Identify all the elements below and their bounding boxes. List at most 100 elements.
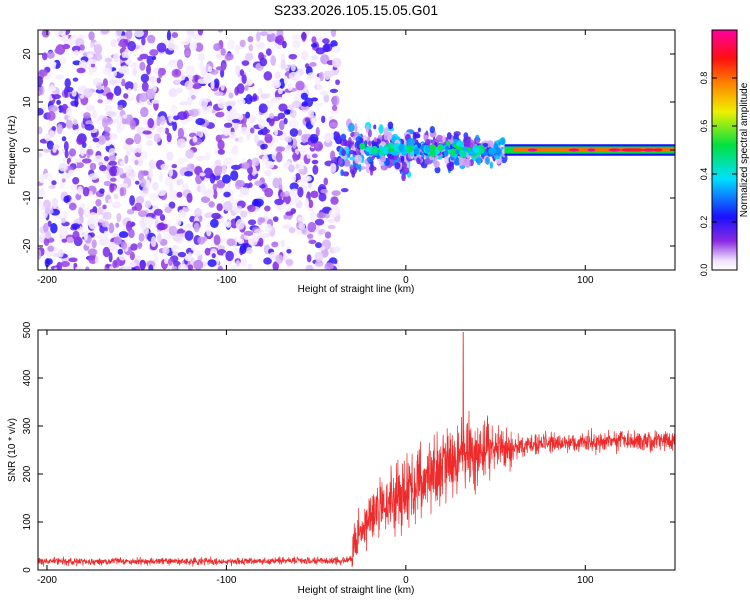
spectral-blob bbox=[85, 120, 94, 126]
spectral-blob bbox=[264, 133, 273, 144]
spectral-blob bbox=[308, 239, 317, 245]
spectral-blob bbox=[192, 135, 198, 143]
spectral-blob bbox=[263, 71, 273, 81]
spectral-blob bbox=[204, 247, 211, 256]
spectral-blob bbox=[259, 57, 268, 67]
spectral-blob bbox=[74, 96, 79, 108]
spectral-blob bbox=[117, 122, 125, 131]
spectral-blob bbox=[89, 162, 97, 171]
spectral-blob bbox=[272, 177, 280, 189]
spectral-blob bbox=[38, 152, 43, 158]
spectral-blob bbox=[446, 132, 452, 140]
carrier-peak bbox=[527, 148, 538, 152]
spectral-blob bbox=[288, 227, 296, 234]
spectral-blob bbox=[298, 216, 305, 222]
spectral-blob bbox=[236, 98, 246, 105]
spectral-blob bbox=[415, 133, 421, 139]
spectral-blob bbox=[88, 31, 95, 41]
spectral-blob bbox=[306, 72, 317, 80]
spectral-blob bbox=[264, 160, 275, 170]
spectral-blob bbox=[102, 78, 108, 88]
carrier-peak bbox=[610, 148, 617, 152]
spectral-blob bbox=[298, 168, 305, 175]
spectrogram-ylabel: Frequency (Hz) bbox=[7, 116, 18, 185]
spectral-blob bbox=[239, 39, 246, 48]
spectral-blob bbox=[210, 79, 215, 90]
spectral-blob bbox=[288, 53, 298, 60]
spectral-blob bbox=[341, 149, 346, 157]
spectral-blob bbox=[83, 207, 91, 219]
spectral-blob bbox=[327, 218, 336, 224]
spectral-blob bbox=[316, 85, 324, 91]
spectral-blob bbox=[106, 92, 114, 100]
y-tick-label: 400 bbox=[22, 369, 33, 386]
snr-ylabel: SNR (10 * v/v) bbox=[7, 418, 18, 482]
spectral-blob bbox=[64, 78, 71, 88]
spectral-blob bbox=[194, 75, 199, 83]
spectral-blob bbox=[222, 201, 233, 212]
colorbar-tick-label: 0.6 bbox=[699, 120, 709, 133]
spectral-blob bbox=[307, 221, 317, 233]
plot-frame bbox=[37, 329, 676, 571]
spectral-blob bbox=[46, 51, 55, 59]
spectral-blob bbox=[159, 214, 166, 221]
spectral-blob bbox=[153, 208, 163, 216]
spectral-blob bbox=[162, 220, 171, 225]
spectral-blob bbox=[445, 140, 451, 146]
spectral-blob bbox=[254, 180, 263, 186]
spectral-blob bbox=[386, 131, 393, 141]
spectral-blob bbox=[109, 133, 118, 140]
spectral-blob bbox=[51, 125, 56, 132]
spectral-blob bbox=[311, 159, 319, 165]
spectral-blob bbox=[245, 52, 254, 61]
spectral-blob bbox=[319, 90, 329, 96]
snr-xlabel: Height of straight line (km) bbox=[298, 585, 415, 596]
spectral-blob bbox=[204, 98, 211, 103]
spectral-blob bbox=[104, 132, 112, 141]
spectral-blob bbox=[117, 248, 124, 255]
spectral-blob bbox=[331, 95, 338, 107]
spectral-blob bbox=[66, 107, 72, 117]
spectral-blob bbox=[77, 186, 83, 196]
spectral-blob bbox=[330, 30, 337, 38]
spectral-blob bbox=[87, 248, 98, 256]
spectral-blob bbox=[225, 220, 232, 228]
spectral-blob bbox=[488, 147, 496, 155]
spectral-blob bbox=[272, 261, 279, 270]
spectral-blob bbox=[79, 44, 85, 51]
spectral-blob bbox=[297, 186, 304, 198]
spectral-blob bbox=[258, 217, 266, 223]
spectral-blob bbox=[141, 36, 146, 46]
spectral-blob bbox=[241, 74, 247, 84]
spectral-blob bbox=[458, 156, 464, 165]
spectral-blob bbox=[264, 169, 272, 177]
x-tick-label: -100 bbox=[216, 575, 236, 586]
spectral-blob bbox=[316, 212, 327, 219]
spectral-blob bbox=[304, 117, 311, 123]
spectral-blob bbox=[168, 201, 176, 209]
spectral-blob bbox=[59, 182, 65, 189]
spectral-blob bbox=[69, 148, 77, 157]
y-tick-label: -20 bbox=[22, 238, 33, 253]
spectral-blob bbox=[277, 112, 286, 120]
spectral-blob bbox=[225, 250, 234, 262]
spectrogram-blobs bbox=[38, 30, 675, 270]
spectral-blob bbox=[366, 156, 373, 163]
spectral-blob bbox=[43, 148, 51, 153]
spectral-blob bbox=[73, 49, 80, 56]
spectral-blob bbox=[133, 81, 138, 92]
spectral-blob bbox=[300, 105, 310, 111]
spectral-blob bbox=[344, 140, 353, 147]
spectral-blob bbox=[56, 99, 62, 105]
spectral-blob bbox=[329, 88, 339, 93]
spectral-blob bbox=[280, 191, 286, 198]
spectral-blob bbox=[95, 199, 102, 207]
spectral-blob bbox=[226, 238, 236, 247]
spectral-blob bbox=[38, 249, 42, 260]
spectral-blob bbox=[289, 128, 299, 137]
spectral-blob bbox=[158, 172, 163, 183]
spectral-blob bbox=[186, 97, 193, 106]
spectral-blob bbox=[129, 64, 140, 69]
spectral-blob bbox=[46, 111, 56, 121]
spectral-blob bbox=[217, 97, 226, 109]
